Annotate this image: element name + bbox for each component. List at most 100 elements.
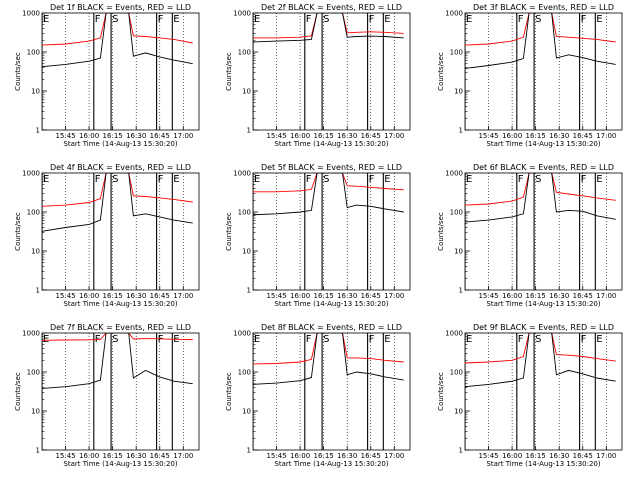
events-series-line [465, 13, 616, 69]
y-tick-label: 1000 [22, 170, 40, 178]
marker-label: S [323, 14, 329, 25]
x-tick-label: 16:15 [314, 132, 334, 140]
x-tick-label: 17:00 [384, 132, 404, 140]
y-tick-label: 1 [247, 287, 251, 295]
marker-label: F [518, 334, 524, 345]
y-tick-label: 100 [27, 369, 40, 377]
x-tick-label: 16:15 [314, 292, 334, 300]
marker-label: E [43, 334, 49, 345]
marker-label: E [466, 334, 472, 345]
marker-label: E [596, 334, 602, 345]
events-series-line [42, 13, 193, 68]
y-axis-label: Counts/sec [437, 372, 445, 411]
panel-title: Det 6f BLACK = Events, RED = LLD [473, 163, 614, 172]
x-tick-label: 17:00 [596, 452, 616, 460]
marker-label: E [466, 174, 472, 185]
marker-label: F [306, 14, 312, 25]
x-tick-label: 15:45 [55, 292, 75, 300]
marker-label: E [43, 174, 49, 185]
lld-series-line [42, 173, 193, 207]
y-tick-label: 1000 [22, 10, 40, 18]
x-tick-label: 15:45 [55, 452, 75, 460]
marker-label: E [384, 14, 390, 25]
x-tick-label: 15:45 [478, 132, 498, 140]
x-axis-label: Start Time (14-Aug-13 15:30:20) [486, 460, 600, 468]
events-series-line [253, 13, 404, 43]
x-tick-label: 17:00 [596, 132, 616, 140]
y-tick-label: 10 [31, 408, 40, 416]
y-axis-label: Counts/sec [14, 212, 22, 251]
x-tick-label: 16:30 [337, 452, 357, 460]
lld-series-line [253, 13, 404, 39]
x-tick-label: 16:30 [337, 292, 357, 300]
y-tick-label: 1 [459, 127, 463, 135]
lld-series-line [465, 333, 616, 364]
y-tick-label: 1 [459, 447, 463, 455]
y-tick-label: 1 [36, 447, 40, 455]
marker-label: S [535, 334, 541, 345]
x-tick-label: 16:45 [361, 452, 381, 460]
x-axis-label: Start Time (14-Aug-13 15:30:20) [63, 300, 177, 308]
y-tick-label: 1 [36, 287, 40, 295]
x-tick-label: 16:15 [314, 452, 334, 460]
x-tick-label: 16:00 [79, 292, 99, 300]
x-axis-label: Start Time (14-Aug-13 15:30:20) [274, 300, 388, 308]
marker-label: F [158, 334, 164, 345]
y-tick-label: 1000 [233, 10, 251, 18]
y-tick-label: 1000 [445, 170, 463, 178]
panel-title: Det 9f BLACK = Events, RED = LLD [473, 323, 614, 332]
y-axis-label: Counts/sec [14, 52, 22, 91]
y-axis-label: Counts/sec [225, 372, 233, 411]
y-tick-label: 1 [36, 127, 40, 135]
y-tick-label: 100 [238, 369, 251, 377]
marker-label: F [581, 174, 587, 185]
x-tick-label: 16:30 [126, 452, 146, 460]
marker-label: S [535, 174, 541, 185]
x-tick-label: 16:00 [79, 132, 99, 140]
x-tick-label: 16:00 [502, 292, 522, 300]
x-tick-label: 16:30 [126, 132, 146, 140]
x-tick-label: 16:00 [290, 292, 310, 300]
panel-title: Det 4f BLACK = Events, RED = LLD [50, 163, 191, 172]
marker-label: F [306, 174, 312, 185]
y-tick-label: 1000 [233, 330, 251, 338]
x-tick-label: 16:15 [103, 452, 123, 460]
marker-label: F [306, 334, 312, 345]
x-tick-label: 16:00 [79, 452, 99, 460]
y-tick-label: 1000 [445, 10, 463, 18]
lld-series-line [42, 333, 193, 341]
marker-label: F [158, 174, 164, 185]
x-tick-label: 16:45 [361, 132, 381, 140]
y-tick-label: 1000 [233, 170, 251, 178]
x-axis-label: Start Time (14-Aug-13 15:30:20) [486, 300, 600, 308]
y-tick-label: 100 [450, 209, 463, 217]
x-tick-label: 17:00 [173, 452, 193, 460]
x-tick-label: 17:00 [596, 292, 616, 300]
events-series-line [253, 173, 404, 216]
x-tick-label: 17:00 [173, 292, 193, 300]
x-tick-label: 16:15 [526, 452, 546, 460]
x-tick-label: 16:15 [103, 292, 123, 300]
x-tick-label: 15:45 [478, 292, 498, 300]
y-tick-label: 100 [450, 49, 463, 57]
marker-label: E [43, 14, 49, 25]
marker-label: S [323, 334, 329, 345]
events-series-line [465, 173, 616, 223]
y-tick-label: 100 [238, 209, 251, 217]
marker-label: F [95, 174, 101, 185]
y-axis-label: Counts/sec [14, 372, 22, 411]
x-tick-label: 16:45 [150, 132, 170, 140]
y-tick-label: 10 [454, 88, 463, 96]
y-axis-label: Counts/sec [225, 52, 233, 91]
marker-label: E [254, 174, 260, 185]
